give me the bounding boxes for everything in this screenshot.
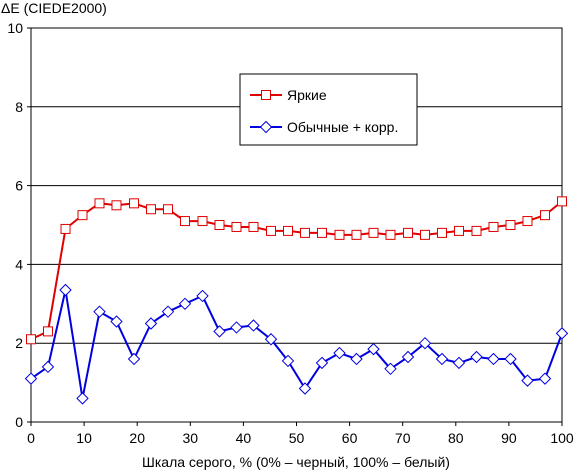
series-1-point: [471, 225, 482, 236]
legend-marker-series-1: [261, 90, 271, 100]
series-2-point: [555, 327, 569, 340]
series-2-point: [384, 362, 397, 376]
series-2-point: [504, 352, 517, 366]
series-1-point: [453, 225, 464, 236]
series-2-point: [127, 352, 141, 366]
series-1-point: [368, 227, 379, 238]
y-axis-label: ΔE (CIEDE2000): [1, 0, 107, 16]
series-2-point: [24, 372, 38, 385]
x-tick-label: 80: [448, 430, 464, 446]
series-2-point: [281, 354, 295, 368]
series-1-point: [283, 225, 294, 236]
x-axis-label: Шкала серого, % (0% – черный, 100% – бел…: [142, 454, 450, 470]
series-1-point: [111, 200, 122, 211]
series-1-point: [248, 221, 259, 232]
series-2-point: [470, 350, 483, 364]
series-2-point: [110, 315, 123, 328]
series-2-point: [401, 350, 415, 364]
legend-marker-series-2: [259, 120, 273, 134]
x-tick-label: 10: [76, 430, 92, 446]
series-layer: [24, 196, 569, 405]
series-1-point: [162, 204, 173, 215]
series-1: [26, 196, 567, 345]
series-2-point: [230, 321, 243, 334]
series-1-point: [146, 204, 157, 215]
series-2-point: [264, 333, 278, 346]
series-2-point: [161, 305, 175, 318]
series-2-point: [538, 372, 552, 385]
series-2-point: [333, 346, 346, 360]
x-tick-label: 20: [129, 430, 145, 446]
series-2-point: [76, 392, 89, 405]
x-tick-label: 0: [27, 430, 35, 446]
y-tick-label: 0: [15, 414, 23, 430]
series-1-point: [522, 216, 533, 227]
y-tick-label: 4: [15, 256, 23, 272]
x-tick-label: 100: [550, 430, 574, 446]
series-1-point: [385, 229, 396, 240]
x-tick-label: 40: [236, 430, 252, 446]
series-2: [24, 283, 569, 405]
x-tick-label: 30: [183, 430, 199, 446]
series-1-point: [26, 334, 36, 345]
series-1-point: [505, 220, 516, 230]
legend-label-series-2: Обычные + корр.: [287, 119, 398, 135]
series-1-point: [420, 229, 431, 240]
legend-box: [239, 73, 418, 146]
series-1-point: [231, 221, 242, 232]
series-2-point: [59, 283, 72, 297]
series-1-point: [334, 229, 345, 240]
series-2-point: [435, 352, 449, 366]
series-2-point: [350, 352, 363, 366]
series-1-point: [94, 198, 105, 209]
series-1-point: [214, 220, 225, 230]
series-1-point: [488, 221, 499, 232]
series-2-point: [298, 382, 312, 395]
series-1-point: [351, 229, 362, 240]
legend: Яркие Обычные + корр.: [239, 73, 418, 146]
series-1-point: [197, 216, 208, 227]
series-1-point: [129, 198, 140, 209]
series-2-point: [452, 356, 466, 370]
series-1-point: [557, 196, 567, 207]
series-2-point: [41, 360, 55, 374]
series-1-point: [266, 225, 277, 236]
x-tick-label: 90: [501, 430, 517, 446]
series-2-point: [144, 317, 158, 330]
legend-label-series-1: Яркие: [287, 87, 327, 103]
series-2-point: [418, 336, 432, 350]
x-tick-label: 70: [395, 430, 411, 446]
series-1-point: [436, 227, 447, 238]
series-1-point: [77, 210, 88, 221]
series-1-point: [316, 227, 327, 238]
y-tick-label: 2: [15, 335, 23, 351]
series-2-point: [247, 319, 260, 332]
series-2-point: [487, 352, 500, 366]
series-1-point: [403, 227, 414, 238]
y-tick-label: 6: [15, 178, 23, 194]
series-2-point: [178, 297, 192, 311]
y-tick-label: 8: [15, 99, 23, 115]
series-1-point: [60, 223, 71, 234]
series-1-point: [179, 216, 190, 227]
series-2-point: [213, 325, 226, 338]
series-2-point: [315, 356, 329, 370]
series-2-point: [196, 289, 209, 303]
y-tick-label: 10: [7, 20, 23, 36]
series-1-point: [299, 227, 310, 238]
x-tick-label: 50: [289, 430, 305, 446]
series-2-point: [367, 342, 380, 356]
series-1-point: [540, 210, 551, 221]
series-1-point: [42, 326, 53, 337]
series-2-point: [93, 305, 106, 318]
x-tick-label: 60: [342, 430, 358, 446]
series-2-line: [30, 289, 563, 400]
series-2-point: [521, 374, 534, 387]
